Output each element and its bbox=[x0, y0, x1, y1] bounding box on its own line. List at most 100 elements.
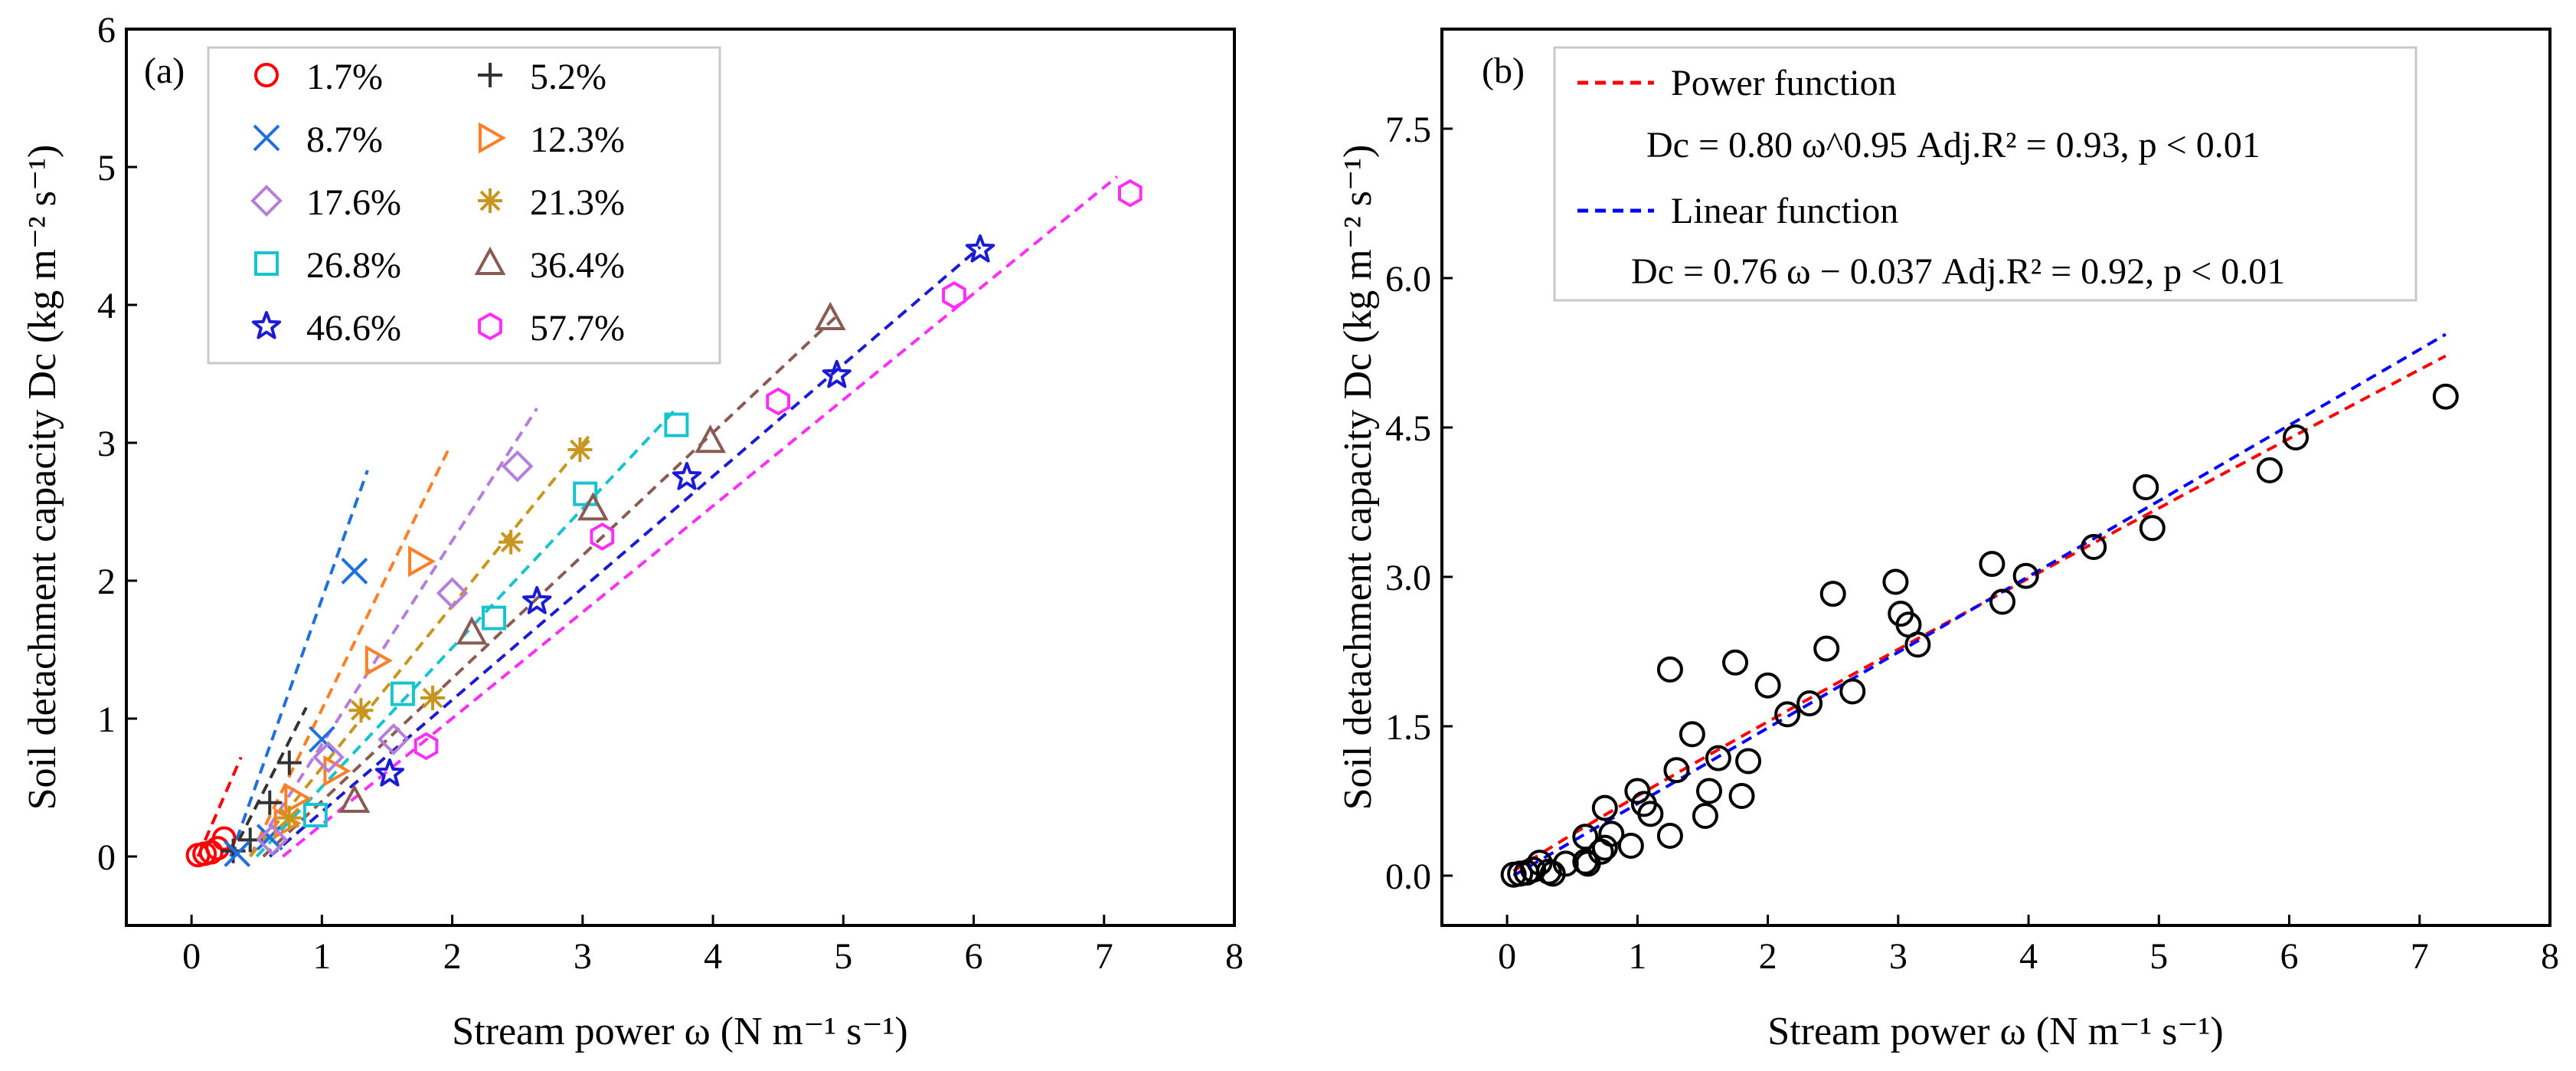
x-tick-label: 3 bbox=[574, 936, 592, 977]
y-tick-label: 2 bbox=[97, 562, 116, 602]
point-8-7 bbox=[224, 840, 251, 867]
legend-label: 5.2% bbox=[530, 57, 606, 97]
fit-line-46-6 bbox=[268, 245, 982, 858]
point-1-7 bbox=[211, 826, 237, 851]
panel-a-fit-lines bbox=[196, 175, 1119, 858]
data-point bbox=[2133, 474, 2159, 500]
data-point bbox=[2081, 534, 2107, 560]
legend-marker-57-7 bbox=[478, 312, 502, 341]
point-8-7 bbox=[256, 824, 283, 851]
point-36-4 bbox=[814, 301, 846, 330]
point-36-4 bbox=[695, 424, 727, 454]
data-point bbox=[1735, 748, 1762, 775]
point-17-6 bbox=[256, 824, 289, 856]
linear-fit-line bbox=[1512, 332, 2447, 877]
data-point bbox=[1904, 631, 1931, 658]
panel-a-y-axis-label: Soil detachment capacity Dc (kg m⁻² s⁻¹) bbox=[21, 145, 64, 811]
data-point bbox=[1813, 635, 1840, 662]
y-tick-label: 1 bbox=[97, 699, 116, 740]
data-point bbox=[1774, 701, 1801, 728]
panel-a: 0 1 2 3 4 5 6 7 8 0 1 2 3 4 5 6 (a) 1.7% 5.2% 8.7% 12.3% 17… bbox=[21, 10, 1244, 1053]
data-point bbox=[1695, 778, 1722, 804]
point-36-4 bbox=[577, 492, 609, 521]
data-point bbox=[1692, 803, 1718, 829]
x-tick-label: 4 bbox=[704, 936, 722, 977]
fit-line-12-3 bbox=[248, 449, 450, 857]
point-26-8 bbox=[573, 481, 598, 506]
panel-b-plot-frame bbox=[1440, 28, 2551, 927]
data-point bbox=[1617, 833, 1644, 859]
point-57-7 bbox=[1118, 178, 1143, 208]
panel-a-legend-box bbox=[207, 46, 721, 365]
x-tick-label: 5 bbox=[2149, 936, 2168, 977]
point-21-3 bbox=[499, 529, 524, 555]
panel-a-plot-frame bbox=[125, 28, 1236, 927]
data-point bbox=[1979, 551, 2006, 578]
data-point bbox=[1839, 678, 1866, 705]
y-tick-label: 0.0 bbox=[1385, 856, 1431, 897]
panel-a-data-points bbox=[185, 178, 1143, 868]
data-point bbox=[1796, 690, 1823, 717]
data-point bbox=[1754, 672, 1781, 699]
point-8-7 bbox=[341, 557, 368, 585]
y-tick-label: 6 bbox=[97, 10, 116, 51]
legend-marker-12-3 bbox=[479, 122, 507, 154]
y-tick-label: 3 bbox=[97, 424, 116, 464]
legend-marker-8-7 bbox=[253, 124, 280, 152]
data-point bbox=[1572, 824, 1599, 850]
point-21-3 bbox=[567, 437, 593, 462]
point-17-6 bbox=[378, 723, 410, 755]
point-57-7 bbox=[942, 281, 966, 310]
point-46-6 bbox=[374, 758, 404, 787]
y-tick-label: 5 bbox=[97, 148, 116, 188]
point-57-7 bbox=[414, 732, 439, 761]
x-tick-label: 2 bbox=[443, 936, 462, 977]
panel-b-y-axis-label: Soil detachment capacity Dc (kg m⁻² s⁻¹) bbox=[1336, 145, 1380, 811]
y-tick-label: 3.0 bbox=[1385, 558, 1431, 598]
legend-label: 57.7% bbox=[530, 308, 625, 349]
y-tick-label: 4 bbox=[97, 286, 116, 326]
data-point bbox=[1882, 568, 1909, 595]
point-17-6 bbox=[501, 450, 534, 483]
panel-a-ticks: 0 1 2 3 4 5 6 7 8 0 1 2 3 4 5 6 bbox=[97, 10, 1244, 977]
legend-label: 12.3% bbox=[530, 120, 625, 160]
legend-label: 8.7% bbox=[306, 120, 383, 160]
data-point bbox=[1630, 791, 1657, 817]
point-36-4 bbox=[456, 616, 488, 645]
fit-line-1-7 bbox=[196, 756, 243, 857]
data-point bbox=[1591, 794, 1618, 821]
point-12-3 bbox=[284, 782, 312, 814]
data-point bbox=[1989, 588, 2016, 615]
data-point bbox=[1679, 721, 1705, 748]
x-tick-label: 0 bbox=[182, 936, 201, 977]
point-46-6 bbox=[522, 586, 552, 614]
point-21-3 bbox=[420, 686, 446, 710]
y-tick-label: 6.0 bbox=[1385, 259, 1431, 300]
panel-a-label: (a) bbox=[144, 51, 185, 91]
data-point bbox=[1591, 834, 1618, 861]
panel-b-x-axis-label: Stream power ω (N m⁻¹ s⁻¹) bbox=[1767, 1010, 2223, 1053]
legend-marker-46-6 bbox=[251, 311, 282, 339]
data-point bbox=[1656, 656, 1683, 683]
point-5-2 bbox=[257, 790, 283, 815]
point-12-3 bbox=[408, 545, 436, 578]
data-point bbox=[2012, 562, 2039, 589]
point-26-8 bbox=[390, 681, 415, 706]
point-57-7 bbox=[766, 387, 790, 416]
x-tick-label: 6 bbox=[2280, 936, 2299, 977]
panel-a-legend: 1.7% 5.2% 8.7% 12.3% 17.6% 21.3% 26.8% 36.4% 46.… bbox=[250, 57, 625, 349]
x-tick-label: 3 bbox=[1889, 936, 1907, 977]
point-46-6 bbox=[822, 359, 852, 388]
data-point bbox=[1624, 778, 1651, 804]
panel-b-data-points bbox=[1500, 383, 2459, 888]
panel-b-label: (b) bbox=[1482, 51, 1525, 91]
x-tick-label: 2 bbox=[1759, 936, 1777, 977]
point-21-3 bbox=[348, 698, 374, 723]
legend-marker-36-4 bbox=[474, 246, 506, 275]
linear-fit-equation: Dc = 0.76 ω − 0.037 Adj.R² = 0.92, p < 0… bbox=[1631, 251, 2285, 292]
data-point bbox=[1539, 860, 1566, 887]
y-tick-label: 4.5 bbox=[1385, 408, 1431, 449]
x-tick-label: 5 bbox=[834, 936, 852, 977]
panel-b-fit-lines bbox=[1512, 332, 2447, 877]
